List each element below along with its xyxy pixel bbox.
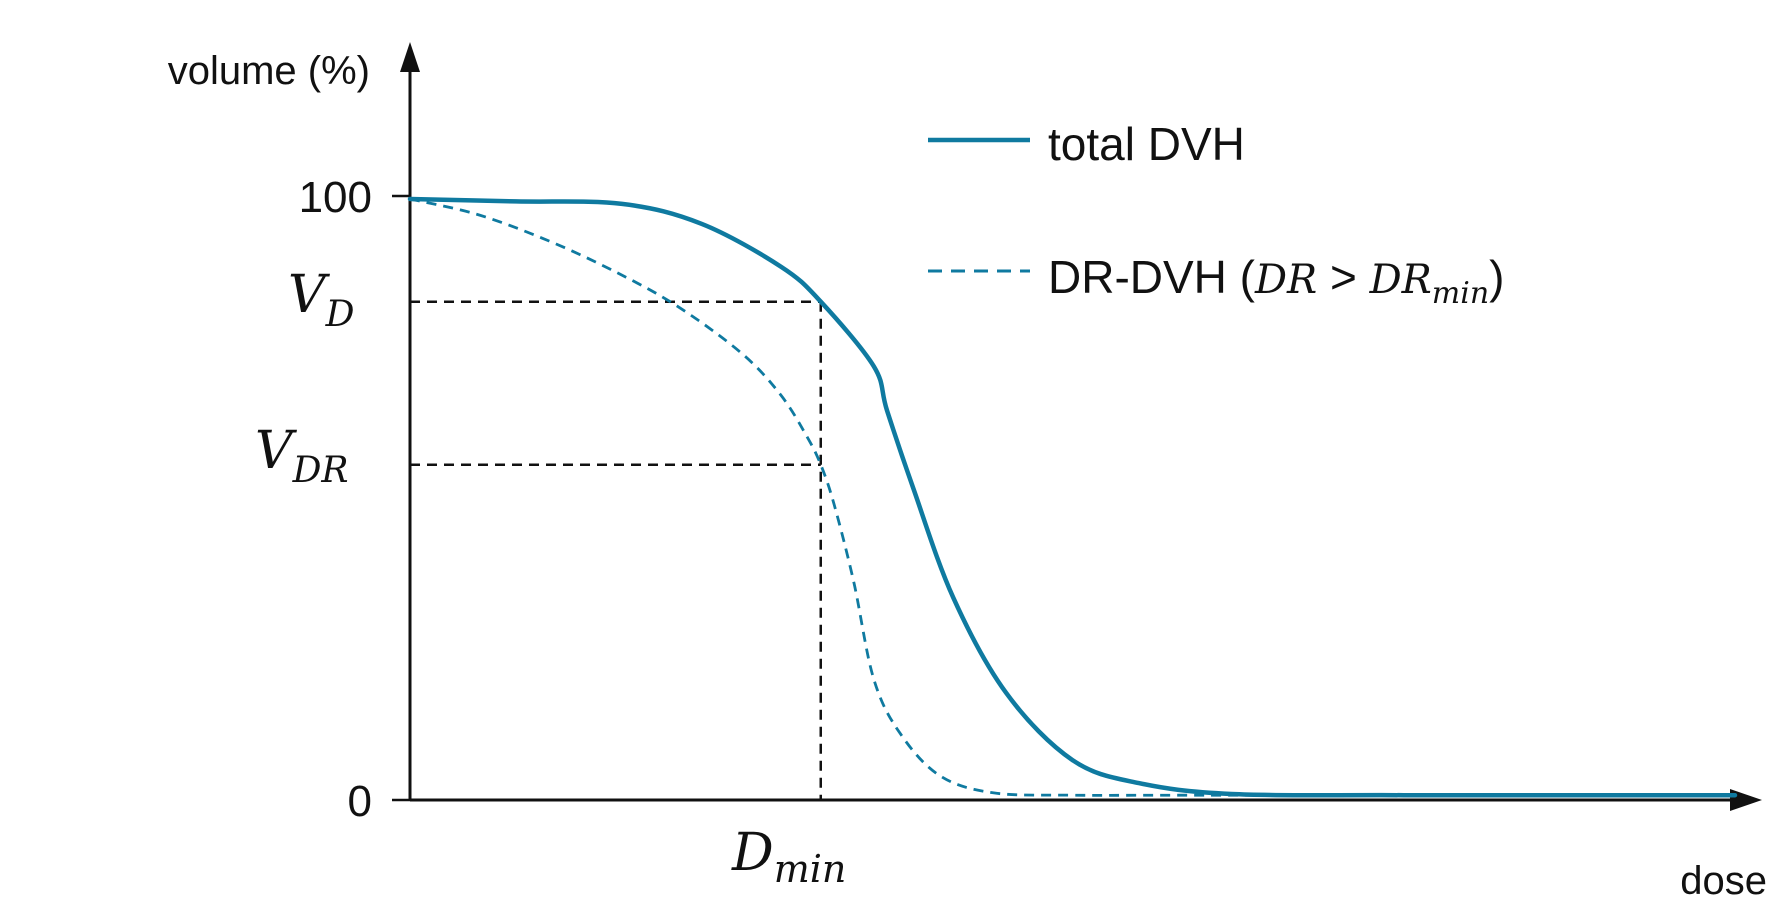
y-axis-arrow-icon <box>400 42 420 72</box>
legend: total DVH DR-DVH (DR > DRmin) <box>928 118 1505 311</box>
legend-dr-prefix: DR-DVH ( <box>1048 251 1256 303</box>
vd-label: VD <box>288 265 355 335</box>
vdr-label: VDR <box>255 421 349 491</box>
x-axis-arrow-icon <box>1730 789 1762 811</box>
y-tick-label-0: 0 <box>348 777 372 826</box>
x-axis-label: dose <box>1680 859 1767 903</box>
y-axis-label: volume (%) <box>168 49 370 93</box>
legend-dr-operator: > <box>1317 251 1369 303</box>
legend-dr-math-2-sub: min <box>1432 276 1489 311</box>
legend-label-total-dvh: total DVH <box>1048 118 1245 170</box>
dmin-label-sub: min <box>774 847 847 891</box>
dmin-label: Dmin <box>731 823 846 891</box>
vdr-label-sub: DR <box>292 450 349 491</box>
vd-label-sub: D <box>325 294 355 335</box>
y-tick-label-100: 100 <box>299 173 372 222</box>
legend-dr-math-2: DR <box>1369 257 1432 303</box>
legend-dr-math-1: DR <box>1254 257 1317 303</box>
vd-label-main: V <box>288 265 330 325</box>
vdr-label-main: V <box>255 421 297 481</box>
legend-label-dr-dvh: DR-DVH (DR > DRmin) <box>1048 251 1505 311</box>
legend-dr-suffix: ) <box>1489 251 1504 303</box>
dmin-label-main: D <box>731 823 774 883</box>
